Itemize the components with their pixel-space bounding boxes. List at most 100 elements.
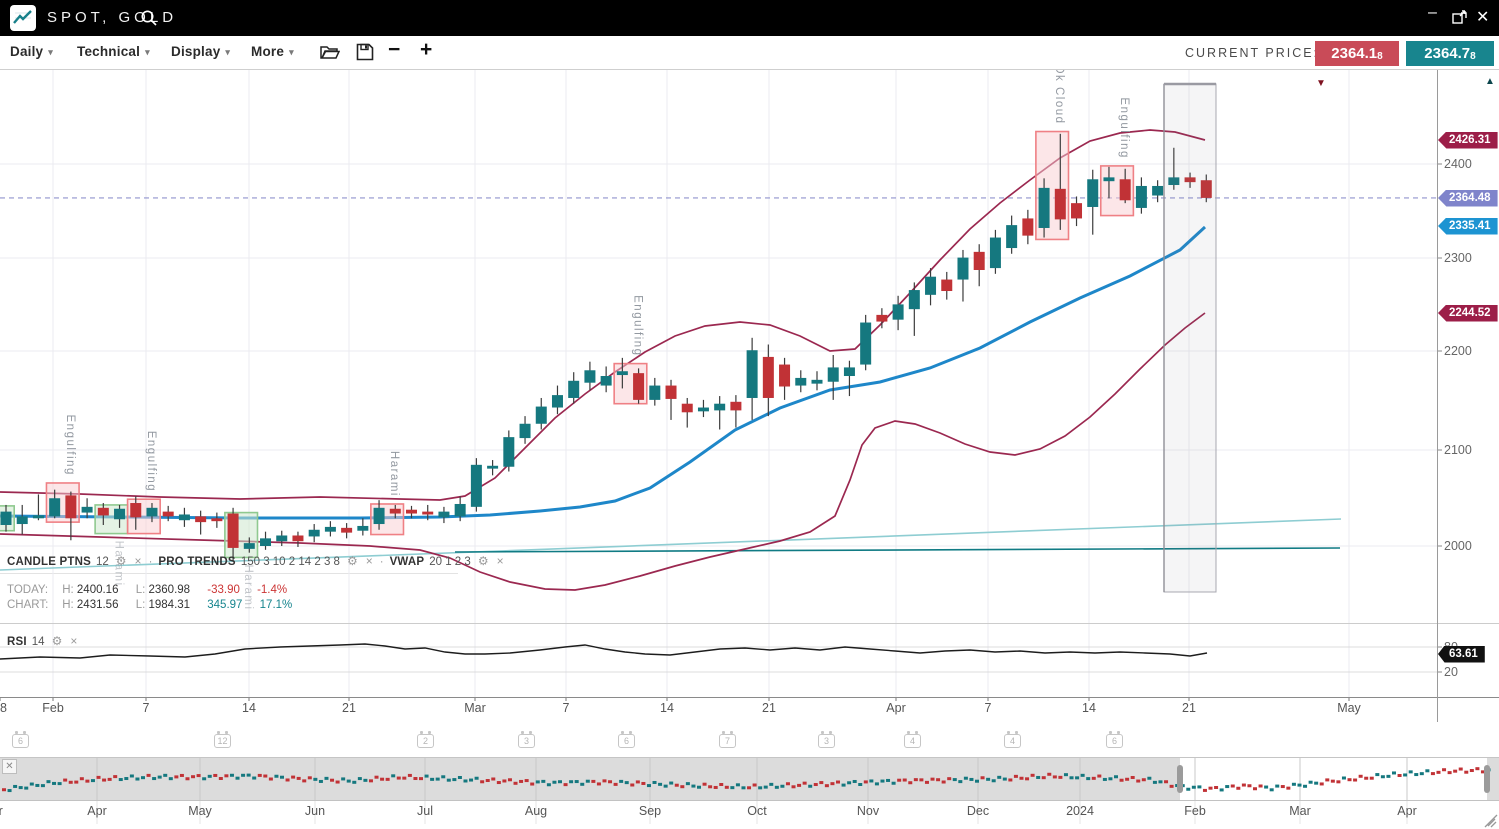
calendar-marker-icon[interactable]: 6 (618, 731, 635, 748)
minimize-button[interactable]: – (1428, 4, 1437, 21)
time-axis-tick: 7 (984, 701, 992, 715)
menu-technical[interactable]: Technical ▾ (77, 44, 150, 59)
gear-icon[interactable]: ⚙ (477, 554, 489, 568)
chevron-down-icon: ▾ (48, 47, 53, 57)
time-axis-tick: 28 (0, 701, 7, 715)
menu-display[interactable]: Display ▾ (171, 44, 231, 59)
pattern-label: Engulfing (64, 415, 76, 476)
menu-daily[interactable]: Daily ▾ (10, 44, 53, 59)
calendar-marker-icon[interactable]: 6 (12, 731, 29, 748)
search-icon[interactable] (140, 9, 158, 32)
rsi-legend: RSI 14 ⚙ × (7, 634, 78, 648)
gear-icon[interactable]: ⚙ (346, 554, 358, 568)
calendar-marker-icon[interactable]: 3 (818, 731, 835, 748)
candle-up (568, 380, 580, 398)
close-icon[interactable]: × (365, 554, 373, 568)
price-badge-63.61: 63.61 (1438, 645, 1485, 663)
minimap-month-label: 2024 (1066, 804, 1094, 818)
minimap-month-label: Oct (747, 804, 767, 818)
chevron-down-icon: ▾ (145, 47, 150, 57)
candle-up (697, 407, 709, 412)
pattern-label: Dk Cloud (1053, 65, 1065, 124)
resize-grip-icon[interactable] (1484, 814, 1498, 828)
pattern-box-harami[interactable] (370, 503, 405, 536)
legend-rsi[interactable]: RSI (7, 636, 27, 648)
uptick-arrow-icon: ▲ (1485, 76, 1495, 87)
rsi-panel-divider (0, 623, 1499, 624)
time-axis-tick: Feb (42, 701, 64, 715)
candle-up (1087, 179, 1099, 207)
calendar-marker-icon[interactable]: 4 (904, 731, 921, 748)
calendar-marker-icon[interactable]: 12 (214, 731, 231, 748)
pattern-label: Engulfing (631, 295, 643, 356)
candle-down (162, 511, 174, 517)
candle-up (746, 350, 758, 398)
minimap-month-label: Apr (1397, 804, 1417, 818)
pattern-box-harami[interactable] (94, 504, 129, 535)
chart-stats-row: CHART: H: 2431.56 L: 1984.31 345.97 17.1… (7, 598, 293, 611)
price-badge-2426.31: 2426.31 (1438, 131, 1498, 149)
close-icon[interactable]: × (134, 554, 142, 568)
pattern-box-engulfing[interactable] (45, 482, 80, 523)
candle-down (1054, 188, 1066, 220)
minimap-close-button[interactable]: ✕ (2, 759, 17, 774)
pattern-box-dk-cloud[interactable] (1035, 130, 1070, 241)
candle-down (292, 535, 304, 542)
calendar-marker-icon[interactable]: 2 (417, 731, 434, 748)
pattern-box-engulfing[interactable] (1099, 165, 1135, 217)
toolbar: Daily ▾ Technical ▾ Display ▾ More ▾ − + CUR… (0, 36, 1499, 89)
candle-up (49, 498, 61, 517)
save-icon[interactable] (356, 43, 374, 66)
candle-down (130, 503, 142, 518)
zoom-out-button[interactable]: − (388, 38, 401, 61)
candle-up (1135, 185, 1147, 208)
app-logo-icon (10, 5, 36, 31)
candle-up (487, 465, 499, 469)
open-folder-icon[interactable] (320, 43, 341, 66)
price-axis-tick: 2200 (1444, 344, 1472, 358)
zoom-in-button[interactable]: + (420, 38, 433, 61)
pattern-box-harami[interactable] (0, 505, 15, 532)
menu-more[interactable]: More ▾ (251, 44, 294, 59)
price-axis-tick: 2000 (1444, 539, 1472, 553)
minimap-selection-window[interactable] (1180, 757, 1487, 800)
time-axis-tick: 7 (562, 701, 570, 715)
calendar-marker-icon[interactable]: 4 (1004, 731, 1021, 748)
time-axis-line (0, 697, 1499, 698)
candles-layer[interactable] (0, 133, 1212, 561)
candle-up (925, 276, 937, 295)
indicator-legend-row: CANDLE PTNS 12 ⚙ × · PRO TRENDS 150 3 10 2 14 … (7, 554, 504, 568)
legend-candle-ptns[interactable]: CANDLE PTNS (7, 556, 91, 568)
candle-down (762, 356, 774, 398)
close-icon[interactable]: × (70, 634, 78, 648)
close-icon[interactable]: ✕ (1476, 9, 1490, 26)
gear-icon[interactable]: ⚙ (115, 554, 127, 568)
candle-up (551, 395, 563, 408)
legend-pro-trends[interactable]: PRO TRENDS (158, 556, 236, 568)
title-bar: SPOT, GOLD – ✕ (0, 0, 1499, 36)
pattern-box-engulfing[interactable] (613, 362, 648, 405)
pattern-box-harami[interactable] (224, 511, 259, 559)
calendar-marker-icon[interactable]: 3 (518, 731, 535, 748)
calendar-marker-icon[interactable]: 6 (1106, 731, 1123, 748)
restore-button[interactable] (1452, 9, 1468, 30)
candle-up (1006, 225, 1018, 249)
rsi-axis-tick: 20 (1444, 665, 1458, 679)
candle-up (1038, 187, 1050, 228)
close-icon[interactable]: × (496, 554, 504, 568)
gear-icon[interactable]: ⚙ (51, 634, 63, 648)
candle-up (438, 511, 450, 518)
minimap-left-handle[interactable] (1177, 765, 1183, 793)
candle-up (584, 370, 596, 383)
candle-up (0, 511, 12, 525)
time-axis-tick: 14 (242, 701, 256, 715)
calendar-marker-icon[interactable]: 7 (719, 731, 736, 748)
pattern-box-engulfing[interactable] (126, 498, 161, 535)
legend-vwap[interactable]: VWAP (389, 556, 425, 568)
candle-down (97, 507, 109, 516)
candle-up (908, 290, 920, 310)
candle-up (860, 322, 872, 365)
minimap-right-handle[interactable] (1484, 765, 1490, 793)
